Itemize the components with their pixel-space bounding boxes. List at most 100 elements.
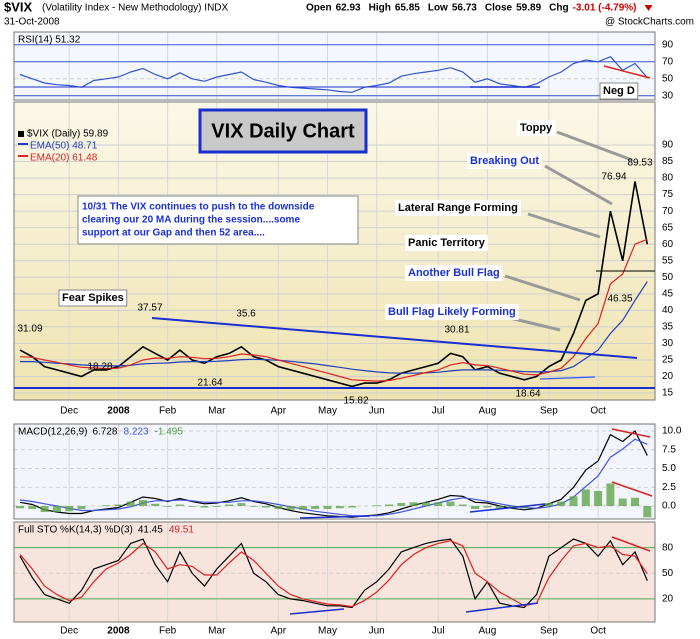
x-tick-label: Mar: [208, 626, 226, 637]
down-arrow: [644, 5, 653, 11]
note-box: [405, 265, 503, 281]
y-tick-label: 40: [662, 305, 674, 316]
y-tick-label: 90: [662, 140, 674, 151]
panel: [13, 521, 656, 623]
quote-label: Close: [485, 3, 513, 14]
series-line: [19, 238, 648, 382]
y-tick-label: 50: [662, 73, 674, 84]
note-box: [517, 120, 556, 136]
quote-value: 59.89: [516, 3, 541, 14]
x-tick-label: Jun: [369, 406, 385, 417]
panel-title: MACD(12,26,9): [18, 427, 87, 438]
x-tick-label: Dec: [60, 406, 78, 417]
y-tick-label: 70: [662, 56, 674, 67]
x-tick-label: Mar: [208, 406, 226, 417]
y-tick-label: 50: [662, 272, 674, 283]
x-tick-label: Aug: [479, 406, 497, 417]
y-tick-label: 30: [662, 338, 674, 349]
x-tick-label: May: [318, 626, 337, 637]
y-tick-label: 85: [662, 156, 674, 167]
x-tick-label: Jul: [432, 406, 445, 417]
series-line: [20, 281, 648, 374]
histogram-bar: [77, 506, 86, 510]
histogram-bar: [544, 503, 553, 507]
series-line: [19, 538, 648, 609]
note-arrow: [504, 274, 581, 302]
histogram-bar: [483, 506, 492, 508]
comment-line: support at our Gap and then 52 area....: [82, 228, 265, 239]
histogram-bar: [594, 491, 603, 507]
x-tick-label: 2008: [107, 406, 130, 417]
trend-line: [299, 515, 371, 519]
histogram-bar: [28, 506, 37, 510]
price-label: 31.09: [17, 324, 42, 335]
y-tick-label: 35: [662, 322, 674, 333]
quote-value: -3.01 (-4.79%): [573, 3, 637, 14]
histogram-bar: [409, 502, 418, 507]
symbol: $VIX: [4, 0, 33, 14]
y-tick-label: 2.5: [662, 482, 676, 493]
quote-value: 65.85: [395, 3, 420, 14]
histogram-bar: [237, 503, 246, 507]
trend-line: [611, 536, 651, 552]
y-tick-label: 80: [662, 542, 674, 553]
y-tick-label: 70: [662, 206, 674, 217]
histogram-bar: [557, 501, 566, 507]
series-line: [19, 430, 648, 518]
x-tick-label: Sep: [540, 406, 558, 417]
legend-entry: EMA(50) 48.71: [30, 141, 98, 152]
trend-line: [469, 503, 546, 513]
histogram-bar: [606, 483, 615, 507]
quote-value: 56.73: [452, 3, 477, 14]
histogram-bar: [249, 506, 258, 507]
panel-frame: [13, 101, 656, 401]
index-name: (Volatility Index - New Methodology) IND…: [42, 3, 229, 14]
legend-entry: 6.728: [92, 427, 117, 438]
trend-line: [465, 602, 539, 613]
quote-label: Chg: [549, 3, 568, 14]
price-label: 21.64: [197, 378, 222, 389]
note-arrow: [527, 212, 601, 239]
y-tick-label: 50: [662, 568, 674, 579]
histogram-bar: [421, 502, 430, 507]
x-tick-label: Jun: [369, 626, 385, 637]
histogram-bar: [40, 506, 49, 513]
note: Neg D: [603, 85, 635, 97]
histogram-bar: [102, 505, 111, 507]
comment-line: 10/31 The VIX continues to push to the d…: [82, 202, 315, 213]
x-tick-label: Aug: [479, 626, 497, 637]
histogram-bar: [212, 506, 221, 507]
histogram-bar: [163, 506, 172, 507]
legend-entry: EMA(20) 61.48: [30, 153, 98, 164]
quote-value: 62.93: [336, 3, 361, 14]
panel-frame: [13, 521, 656, 623]
title-box-text: VIX Daily Chart: [211, 120, 355, 142]
histogram-bar: [262, 506, 270, 508]
histogram-bar: [175, 504, 184, 507]
y-tick-label: 10.0: [662, 426, 682, 437]
price-label: 76.94: [601, 172, 626, 183]
note-box: [405, 235, 488, 251]
histogram-bar: [385, 504, 393, 507]
price-label: 18.64: [515, 389, 540, 400]
panel-title: Full STO %K(14,3) %D(3): [18, 525, 133, 536]
histogram-bar: [643, 506, 652, 518]
quote-label: High: [369, 3, 391, 14]
y-tick-label: 15: [662, 388, 674, 399]
x-tick-label: Apr: [271, 626, 287, 637]
series-line: [19, 438, 648, 517]
x-tick-label: Oct: [590, 406, 606, 417]
note-box: [385, 304, 519, 320]
note-arrow: [544, 164, 613, 206]
histogram-bar: [569, 496, 578, 507]
histogram-bar: [274, 506, 283, 510]
histogram-bar: [298, 506, 307, 510]
note-box: [467, 153, 543, 169]
legend-entry: 49.51: [169, 525, 194, 536]
x-tick-label: Apr: [271, 406, 287, 417]
histogram-bar: [16, 506, 24, 509]
histogram-bar: [200, 506, 209, 508]
note: Toppy: [520, 122, 553, 134]
histogram-bar: [323, 506, 332, 510]
y-tick-label: 60: [662, 239, 674, 250]
